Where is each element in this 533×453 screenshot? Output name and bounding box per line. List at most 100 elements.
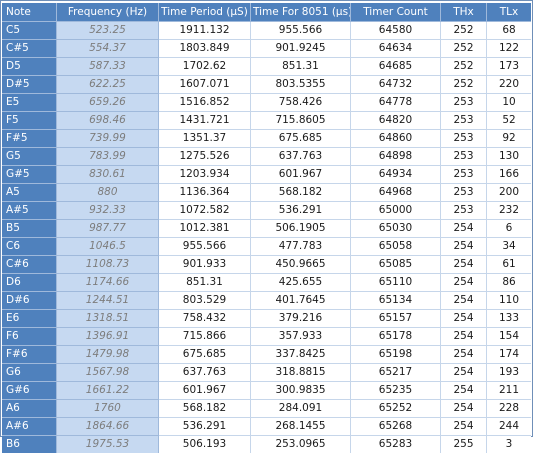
time-period-cell: 955.566 <box>159 238 251 256</box>
note-cell: D#5 <box>2 76 57 94</box>
timer-count-cell: 65268 <box>351 418 441 436</box>
table-row: G5 783.99 1275.526 637.763 64898 253 130 <box>2 148 531 166</box>
tlx-cell: 174 <box>487 346 531 364</box>
time-8051-cell: 803.5355 <box>251 76 351 94</box>
tlx-cell: 110 <box>487 292 531 310</box>
table-row: A6 1760 568.182 284.091 65252 254 228 <box>2 400 531 418</box>
timer-count-cell: 65030 <box>351 220 441 238</box>
time-period-cell: 637.763 <box>159 364 251 382</box>
frequency-cell: 622.25 <box>57 76 159 94</box>
timer-count-cell: 65198 <box>351 346 441 364</box>
note-cell: F5 <box>2 112 57 130</box>
timer-count-cell: 64732 <box>351 76 441 94</box>
table-row: F5 698.46 1431.721 715.8605 64820 253 52 <box>2 112 531 130</box>
tlx-cell: 61 <box>487 256 531 274</box>
time-period-cell: 675.685 <box>159 346 251 364</box>
frequency-cell: 1318.51 <box>57 310 159 328</box>
note-cell: A#6 <box>2 418 57 436</box>
time-period-cell: 1275.526 <box>159 148 251 166</box>
timer-count-cell: 65110 <box>351 274 441 292</box>
time-period-cell: 1012.381 <box>159 220 251 238</box>
header-tlx: TLx <box>487 3 531 22</box>
time-8051-cell: 851.31 <box>251 58 351 76</box>
timer-count-cell: 64898 <box>351 148 441 166</box>
time-period-cell: 758.432 <box>159 310 251 328</box>
frequency-cell: 932.33 <box>57 202 159 220</box>
note-cell: A5 <box>2 184 57 202</box>
time-period-cell: 1911.132 <box>159 22 251 40</box>
frequency-cell: 1760 <box>57 400 159 418</box>
time-8051-cell: 318.8815 <box>251 364 351 382</box>
thx-cell: 254 <box>441 292 487 310</box>
thx-cell: 254 <box>441 256 487 274</box>
tlx-cell: 86 <box>487 274 531 292</box>
table-row: A#6 1864.66 536.291 268.1455 65268 254 244 <box>2 418 531 436</box>
note-cell: G#6 <box>2 382 57 400</box>
timer-count-cell: 65178 <box>351 328 441 346</box>
time-period-cell: 506.193 <box>159 436 251 453</box>
table-row: D#6 1244.51 803.529 401.7645 65134 254 110 <box>2 292 531 310</box>
timer-count-cell: 64580 <box>351 22 441 40</box>
table-body: C5 523.25 1911.132 955.566 64580 252 68 C#5 554.… <box>2 22 531 453</box>
time-period-cell: 1431.721 <box>159 112 251 130</box>
time-8051-cell: 901.9245 <box>251 40 351 58</box>
tlx-cell: 228 <box>487 400 531 418</box>
timer-count-cell: 64820 <box>351 112 441 130</box>
frequency-cell: 554.37 <box>57 40 159 58</box>
thx-cell: 252 <box>441 58 487 76</box>
timer-count-cell: 64778 <box>351 94 441 112</box>
time-8051-cell: 506.1905 <box>251 220 351 238</box>
time-8051-cell: 268.1455 <box>251 418 351 436</box>
frequency-cell: 880 <box>57 184 159 202</box>
time-period-cell: 601.967 <box>159 382 251 400</box>
tlx-cell: 220 <box>487 76 531 94</box>
time-period-cell: 568.182 <box>159 400 251 418</box>
frequency-cell: 1864.66 <box>57 418 159 436</box>
time-8051-cell: 379.216 <box>251 310 351 328</box>
time-8051-cell: 601.967 <box>251 166 351 184</box>
table-row: A#5 932.33 1072.582 536.291 65000 253 232 <box>2 202 531 220</box>
frequency-cell: 987.77 <box>57 220 159 238</box>
timer-count-cell: 65058 <box>351 238 441 256</box>
thx-cell: 254 <box>441 238 487 256</box>
tlx-cell: 244 <box>487 418 531 436</box>
time-period-cell: 1203.934 <box>159 166 251 184</box>
note-cell: C#5 <box>2 40 57 58</box>
note-timer-table: Note Frequency (Hz) Time Period (µS) Tim… <box>2 3 531 453</box>
table-row: D#5 622.25 1607.071 803.5355 64732 252 220 <box>2 76 531 94</box>
timer-count-cell: 65252 <box>351 400 441 418</box>
note-cell: E5 <box>2 94 57 112</box>
frequency-cell: 1174.66 <box>57 274 159 292</box>
note-cell: A#5 <box>2 202 57 220</box>
note-cell: C5 <box>2 22 57 40</box>
tlx-cell: 193 <box>487 364 531 382</box>
thx-cell: 252 <box>441 22 487 40</box>
time-period-cell: 851.31 <box>159 274 251 292</box>
table-row: C5 523.25 1911.132 955.566 64580 252 68 <box>2 22 531 40</box>
header-time-8051: Time For 8051 (µs) <box>251 3 351 22</box>
note-cell: C6 <box>2 238 57 256</box>
note-cell: A6 <box>2 400 57 418</box>
tlx-cell: 6 <box>487 220 531 238</box>
frequency-cell: 1244.51 <box>57 292 159 310</box>
table-row: F#5 739.99 1351.37 675.685 64860 253 92 <box>2 130 531 148</box>
frequency-cell: 830.61 <box>57 166 159 184</box>
time-8051-cell: 284.091 <box>251 400 351 418</box>
frequency-cell: 1479.98 <box>57 346 159 364</box>
time-period-cell: 1351.37 <box>159 130 251 148</box>
thx-cell: 252 <box>441 76 487 94</box>
thx-cell: 254 <box>441 364 487 382</box>
thx-cell: 252 <box>441 40 487 58</box>
thx-cell: 253 <box>441 184 487 202</box>
time-8051-cell: 337.8425 <box>251 346 351 364</box>
thx-cell: 253 <box>441 148 487 166</box>
timer-count-cell: 64685 <box>351 58 441 76</box>
time-period-cell: 1803.849 <box>159 40 251 58</box>
time-period-cell: 1072.582 <box>159 202 251 220</box>
timer-count-cell: 65000 <box>351 202 441 220</box>
frequency-cell: 1567.98 <box>57 364 159 382</box>
time-8051-cell: 758.426 <box>251 94 351 112</box>
timer-count-cell: 65217 <box>351 364 441 382</box>
thx-cell: 254 <box>441 274 487 292</box>
